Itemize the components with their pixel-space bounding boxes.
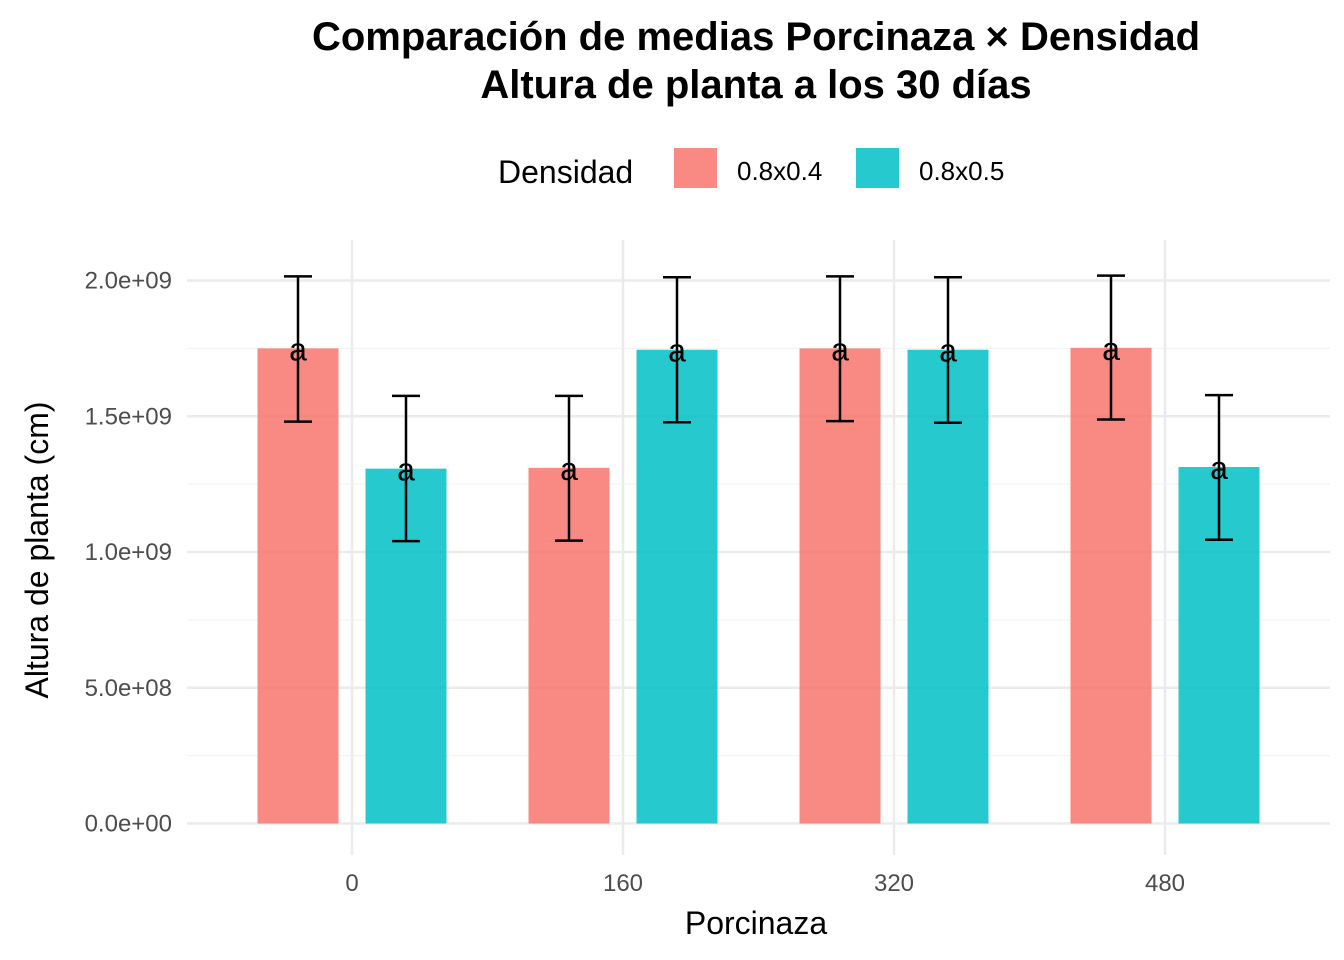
y-tick-label: 0.0e+00: [85, 811, 172, 838]
legend-label: 0.8x0.4: [737, 156, 822, 186]
significance-letter: a: [560, 451, 578, 487]
significance-letter: a: [939, 333, 957, 369]
bar-0.8x0.5-320: [907, 349, 989, 824]
error-bar-0.8x0.5-160: [663, 275, 691, 424]
significance-letter: a: [1102, 331, 1120, 367]
y-axis-ticks: 0.0e+00 5.0e+08 1.0e+09 1.5e+09 2.0e+09: [85, 268, 172, 838]
legend-swatch: [856, 148, 899, 188]
gridlines: [187, 240, 1330, 855]
bar-0.8x0.4-0: [257, 348, 339, 824]
legend: Densidad 0.8x0.4 0.8x0.5: [498, 148, 1004, 190]
legend-item-0.8x0.4: 0.8x0.4: [674, 148, 822, 188]
significance-letter: a: [1210, 450, 1228, 486]
significance-letter: a: [397, 452, 415, 488]
legend-swatch: [674, 148, 717, 188]
significance-letter: a: [831, 331, 849, 367]
error-bar-0.8x0.4-320: [826, 275, 854, 423]
bar-0.8x0.4-480: [1070, 347, 1152, 824]
bar-0.8x0.5-160: [636, 349, 718, 824]
error-bars: [284, 274, 1233, 543]
x-tick-label: 160: [603, 870, 643, 897]
bars: [257, 347, 1260, 824]
x-tick-label: 320: [874, 870, 914, 897]
legend-label: 0.8x0.5: [919, 156, 1004, 186]
error-bar-0.8x0.5-320: [934, 275, 962, 425]
x-axis-title: Porcinaza: [685, 905, 828, 941]
error-bar-0.8x0.5-0: [392, 394, 420, 543]
bar-0.8x0.4-320: [799, 348, 881, 824]
error-bar-0.8x0.5-480: [1205, 393, 1233, 542]
significance-letter: a: [289, 331, 307, 367]
y-tick-label: 1.5e+09: [85, 403, 172, 430]
x-tick-label: 0: [345, 870, 358, 897]
chart-title: Comparación de medias Porcinaza × Densid…: [312, 15, 1200, 59]
y-tick-label: 5.0e+08: [85, 675, 172, 702]
chart-subtitle: Altura de planta a los 30 días: [480, 63, 1031, 107]
significance-letter: a: [668, 333, 686, 369]
error-bar-0.8x0.4-480: [1097, 274, 1125, 421]
legend-title: Densidad: [498, 154, 633, 190]
x-tick-label: 480: [1145, 870, 1185, 897]
y-tick-label: 2.0e+09: [85, 268, 172, 295]
y-axis-title: Altura de planta (cm): [19, 401, 55, 698]
x-axis-ticks: 0 160 320 480: [345, 870, 1185, 897]
error-bar-0.8x0.4-160: [555, 394, 583, 542]
significance-labels: a a a a a a a a: [289, 331, 1228, 488]
error-bar-0.8x0.4-0: [284, 275, 312, 423]
legend-item-0.8x0.5: 0.8x0.5: [856, 148, 1004, 188]
y-tick-label: 1.0e+09: [85, 539, 172, 566]
